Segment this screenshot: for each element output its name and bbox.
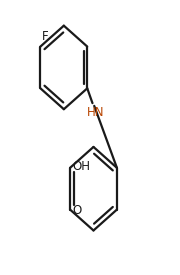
Text: F: F <box>42 29 49 43</box>
Text: OH: OH <box>72 160 90 173</box>
Text: O: O <box>72 204 81 218</box>
Text: HN: HN <box>86 106 104 119</box>
